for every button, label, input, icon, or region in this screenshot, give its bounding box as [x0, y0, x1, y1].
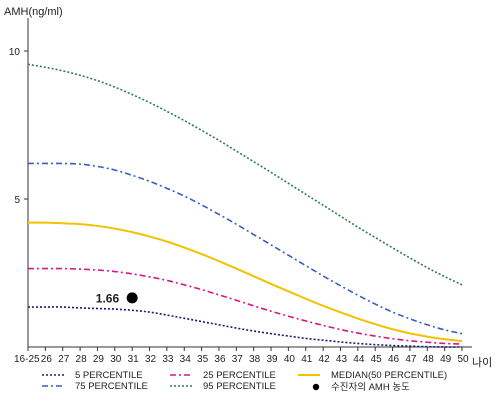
data-points: 1.66 — [96, 291, 138, 305]
x-tick-label: 38 — [249, 354, 261, 365]
x-tick-label: 37 — [232, 354, 244, 365]
x-tick-label: 35 — [197, 354, 209, 365]
x-ticks: 16-25 26 27 28 29 30 31 32 33 34 35 36 37 38 39 40 41 42 4… — [14, 347, 469, 365]
x-tick-label: 48 — [423, 354, 435, 365]
x-tick-label: 44 — [353, 354, 365, 365]
legend-label-3: 75 PERCENTILE — [75, 381, 148, 392]
legend-label-1: 25 PERCENTILE — [203, 370, 276, 381]
x-tick-label: 45 — [371, 354, 383, 365]
series-line-3 — [28, 162, 463, 335]
series-line-0 — [28, 306, 463, 348]
y-ticks: 10 5 — [9, 47, 28, 206]
x-tick-label: 26 — [41, 354, 53, 365]
series-lines — [27, 63, 463, 348]
legend-label-4: 95 PERCENTILE — [203, 381, 276, 392]
x-tick-label: 33 — [162, 354, 174, 365]
legend: 5 PERCENTILE 25 PERCENTILE MEDIAN(50 PERCE… — [42, 370, 447, 393]
legend-point-swatch — [312, 383, 320, 391]
x-tick-label: 39 — [266, 354, 278, 365]
x-tick-label: 32 — [145, 354, 157, 365]
y-tick-label: 10 — [9, 47, 21, 58]
x-tick-label: 29 — [93, 354, 105, 365]
x-tick-label: 30 — [110, 354, 122, 365]
x-tick-label: 42 — [319, 354, 331, 365]
x-tick-label: 40 — [284, 354, 296, 365]
series-line-2 — [27, 221, 463, 343]
patient-amh-value-label: 1.66 — [96, 291, 120, 305]
x-tick-label: 16-25 — [14, 354, 40, 365]
x-tick-label: 47 — [405, 354, 417, 365]
x-tick-label: 28 — [76, 354, 88, 365]
axes — [27, 18, 472, 348]
x-tick-label: 41 — [301, 354, 313, 365]
x-axis-title: 나이 — [472, 356, 492, 369]
x-tick-label: 34 — [180, 354, 192, 365]
x-tick-label: 36 — [214, 354, 226, 365]
patient-amh-point — [126, 292, 138, 304]
y-tick-label: 5 — [14, 195, 20, 206]
x-tick-label: 31 — [128, 354, 140, 365]
legend-label-0: 5 PERCENTILE — [75, 370, 143, 381]
legend-label-2: MEDIAN(50 PERCENTILE) — [331, 370, 447, 381]
y-axis-title: AMH(ng/ml) — [4, 6, 63, 18]
legend-point-label: 수진자의 AMH 농도 — [331, 382, 410, 393]
x-tick-label: 50 — [457, 354, 469, 365]
series-line-1 — [28, 267, 463, 345]
x-tick-label: 43 — [336, 354, 348, 365]
x-tick-label: 49 — [440, 354, 452, 365]
x-tick-label: 46 — [388, 354, 400, 365]
series-line-4 — [27, 63, 463, 286]
x-tick-label: 27 — [58, 354, 70, 365]
